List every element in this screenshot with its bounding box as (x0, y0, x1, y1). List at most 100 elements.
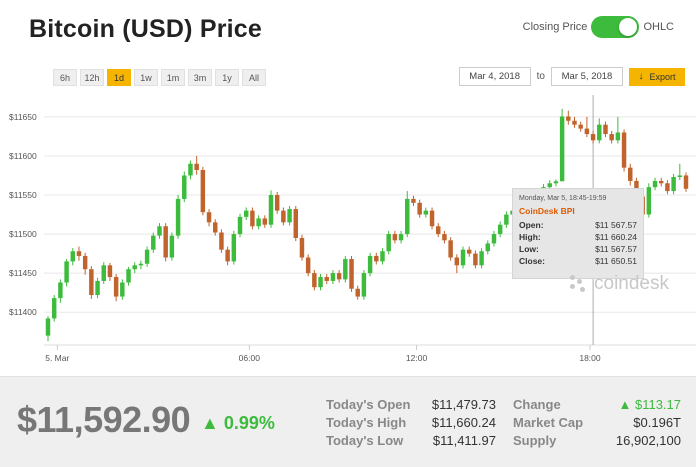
range-12h-button[interactable]: 12h (80, 69, 104, 86)
candle-body (51, 298, 57, 319)
candle-body (398, 234, 404, 241)
y-tick-label: $11600 (9, 151, 37, 161)
candle-body (182, 175, 187, 199)
candle-body (578, 124, 583, 129)
tooltip-high-value: $11 660.24 (595, 232, 637, 242)
tooltip-open-label: Open: (519, 220, 544, 230)
candle-body (281, 210, 286, 223)
stat-row-high: Today's High $11,660.24 (326, 415, 496, 433)
candle-body (225, 249, 230, 262)
candle-body (175, 198, 181, 236)
candle-body (163, 226, 168, 258)
candle-body (497, 224, 503, 235)
change-value: ▲ $113.17 (618, 397, 681, 412)
candle-body (405, 198, 410, 235)
candle-body (151, 235, 156, 250)
candle-body (436, 226, 441, 235)
x-tick-label: 18:00 (579, 353, 601, 363)
candle-body (367, 255, 373, 274)
stat-row-market-cap: Market Cap $0.196T (513, 415, 681, 433)
candle-body (448, 240, 453, 258)
current-price: $11,592.90 (17, 399, 191, 440)
candle-body (318, 277, 323, 288)
candle-body (665, 183, 670, 192)
candle-body (58, 282, 63, 299)
candle-body (374, 255, 379, 262)
download-arrow-icon: ↓ (638, 71, 644, 82)
candle-body (138, 263, 144, 266)
range-1w-button[interactable]: 1w (134, 69, 158, 86)
range-1d-button[interactable]: 1d (107, 69, 131, 86)
tooltip-row-close: Close: $11 650.51 (519, 255, 637, 267)
candle-body (312, 273, 317, 288)
candle-body (454, 257, 460, 266)
candle-body (213, 222, 218, 233)
candle-body (615, 132, 621, 141)
candle-body (429, 210, 435, 227)
date-separator: to (536, 71, 545, 82)
range-6h-button[interactable]: 6h (53, 69, 77, 86)
coindesk-logo-icon (570, 275, 588, 293)
supply-label: Supply (513, 433, 557, 448)
range-selector: 6h 12h 1d 1w 1m 3m 1y All (53, 69, 266, 86)
candle-body (417, 202, 422, 215)
ohlc-tooltip: Monday, Mar 5, 18:45-19:59 CoinDesk BPI … (512, 188, 644, 279)
date-from-input[interactable] (458, 67, 531, 86)
tooltip-date: Monday, Mar 5, 18:45-19:59 (519, 195, 607, 202)
candle-body (485, 243, 491, 252)
y-tick-label: $11500 (9, 229, 37, 239)
export-button[interactable]: ↓ Export (629, 67, 685, 86)
tooltip-row-low: Low: $11 567.57 (519, 243, 637, 255)
today-low-label: Today's Low (326, 433, 404, 448)
date-to-input[interactable] (551, 67, 623, 86)
range-1m-button[interactable]: 1m (161, 69, 185, 86)
today-low-value: $11,411.97 (432, 433, 496, 448)
candle-body (504, 214, 509, 225)
date-range-controls: to ↓ Export (458, 67, 685, 86)
candle-body (132, 265, 137, 270)
candle-body (423, 210, 429, 215)
tooltip-low-label: Low: (519, 244, 539, 254)
today-open-value: $11,479.73 (431, 397, 496, 412)
candle-body (646, 187, 652, 215)
price-mode-switch[interactable] (591, 16, 640, 38)
candle-body (683, 175, 689, 189)
candle-body (206, 212, 212, 223)
candle-body (237, 216, 243, 235)
market-cap-value: $0.196T (633, 415, 681, 430)
switch-knob (619, 18, 638, 36)
candle-body (677, 175, 683, 178)
candle-body (343, 259, 348, 280)
candle-body (268, 195, 274, 225)
candle-body (200, 170, 206, 213)
tooltip-high-label: High: (519, 232, 541, 242)
tooltip-row-open: Open: $11 567.57 (519, 219, 637, 231)
candle-body (658, 180, 664, 184)
candle-body (566, 116, 571, 121)
candle-body (76, 251, 82, 256)
candle-body (553, 181, 559, 184)
range-all-button[interactable]: All (242, 69, 266, 86)
candle-body (621, 132, 627, 168)
candle-body (380, 251, 385, 262)
candle-body (392, 234, 398, 241)
page-title: Bitcoin (USD) Price (29, 15, 262, 43)
coindesk-logo: coindesk (570, 273, 669, 295)
tooltip-close-label: Close: (519, 256, 545, 266)
candle-body (101, 265, 106, 281)
candle-body (262, 218, 268, 225)
candle-body (231, 234, 237, 262)
export-label: Export (649, 71, 676, 82)
candle-body (361, 273, 367, 297)
y-tick-label: $11650 (9, 112, 37, 122)
candle-body (243, 210, 249, 217)
y-tick-label: $11400 (9, 307, 37, 317)
ohlc-label[interactable]: OHLC (643, 21, 674, 33)
range-3m-button[interactable]: 3m (188, 69, 212, 86)
closing-price-label[interactable]: Closing Price (522, 21, 588, 33)
candle-body (305, 257, 311, 274)
candle-body (157, 226, 162, 236)
candle-body (559, 116, 565, 182)
range-1y-button[interactable]: 1y (215, 69, 239, 86)
today-high-value: $11,660.24 (431, 415, 496, 430)
